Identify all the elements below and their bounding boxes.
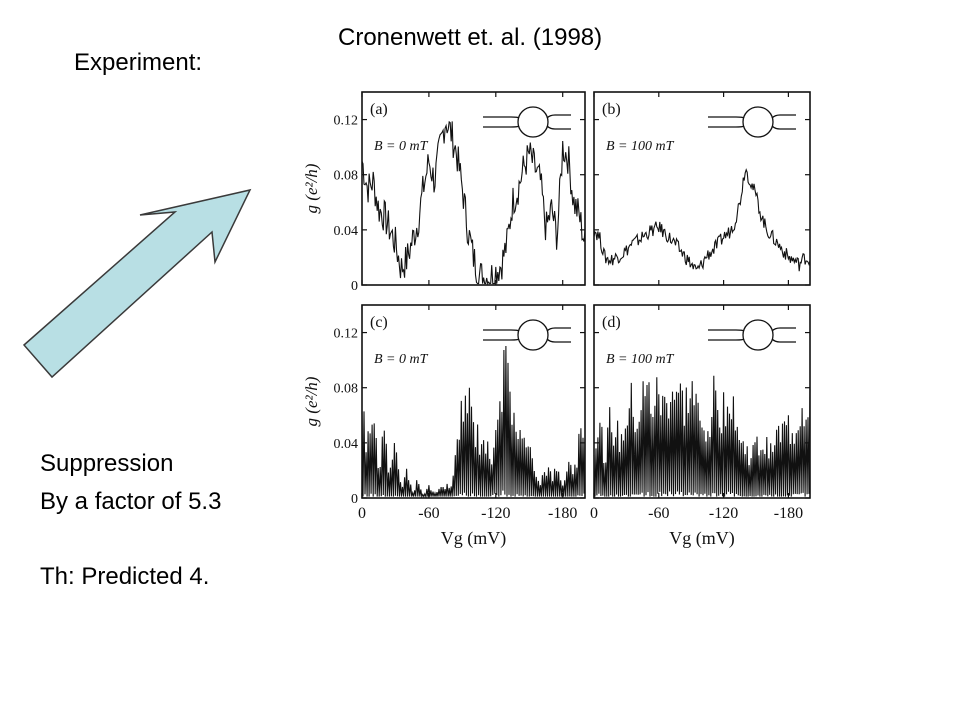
- panel-letter: (d): [602, 314, 621, 331]
- arrow-shape: [22, 188, 252, 379]
- data-trace: [361, 345, 586, 499]
- x-tick-label: 0: [590, 505, 598, 522]
- y-tick-label: 0.04: [334, 224, 359, 239]
- x-tick-label: -120: [709, 505, 738, 522]
- lead-left: [483, 116, 520, 128]
- panel-frame: [361, 304, 586, 499]
- x-tick-label: -180: [774, 505, 803, 522]
- field-annotation: B = 100 mT: [606, 352, 675, 367]
- y-tick-label: 0: [351, 279, 358, 294]
- panel-frame: [361, 91, 586, 286]
- lead-left: [483, 329, 520, 341]
- y-tick-label: 0: [351, 492, 358, 507]
- conductance-figure: 0 0.04 0.08 0.12 (a) B = 0 mT g (e²/h) (b) B = 1…: [302, 91, 811, 549]
- citation-title: Cronenwett et. al. (1998): [338, 24, 603, 51]
- x-tick-label: -180: [548, 505, 577, 522]
- lead-right: [546, 114, 571, 130]
- y-tick-label: 0.04: [334, 437, 359, 452]
- y-tick-label: 0.08: [334, 382, 359, 397]
- quantum-dot-schematic: [742, 106, 774, 138]
- y-tick-label: 0.12: [334, 114, 359, 129]
- x-tick-label: -120: [481, 505, 510, 522]
- panel-a: 0 0.04 0.08 0.12 (a) B = 0 mT g (e²/h): [302, 91, 586, 294]
- quantum-dot-schematic: [517, 106, 549, 138]
- x-tick-label: -60: [648, 505, 669, 522]
- x-tick-label: 0: [358, 505, 366, 522]
- y-tick-label: 0.08: [334, 169, 359, 184]
- prediction-text: Th: Predicted 4.: [40, 563, 210, 590]
- data-trace: [593, 168, 811, 272]
- panel-letter: (c): [370, 314, 388, 331]
- panel-frame: [593, 91, 811, 286]
- x-tick-label: -60: [418, 505, 439, 522]
- experiment-label: Experiment:: [74, 49, 203, 76]
- quantum-dot-schematic: [742, 319, 774, 351]
- suppression-text: Suppression: [40, 450, 174, 477]
- panel-c: 0 0.04 0.08 0.12 0 -60 -120 -180 (c) B = 0 mT g (e…: [302, 304, 586, 549]
- panel-letter: (a): [370, 101, 388, 118]
- x-axis-label: Vg (mV): [669, 528, 735, 549]
- panel-letter: (b): [602, 101, 621, 118]
- lead-right: [771, 327, 796, 343]
- field-annotation: B = 0 mT: [374, 352, 429, 367]
- lead-left: [708, 329, 745, 341]
- x-axis-label: Vg (mV): [441, 528, 507, 549]
- field-annotation: B = 0 mT: [374, 139, 429, 154]
- data-trace: [361, 120, 586, 286]
- suppression-factor-text: By a factor of 5.3: [40, 488, 222, 515]
- panel-b: (b) B = 100 mT: [593, 91, 811, 286]
- y-tick-label: 0.12: [334, 327, 359, 342]
- diagonal-arrow: [22, 188, 252, 379]
- lead-right: [546, 327, 571, 343]
- y-axis-label: g (e²/h): [302, 163, 321, 213]
- lead-left: [708, 116, 745, 128]
- data-trace: [593, 375, 811, 497]
- y-axis-label: g (e²/h): [302, 376, 321, 426]
- field-annotation: B = 100 mT: [606, 139, 675, 154]
- lead-right: [771, 114, 796, 130]
- panel-d: 0 -60 -120 -180 (d) B = 100 mT Vg (mV): [590, 304, 811, 549]
- quantum-dot-schematic: [517, 319, 549, 351]
